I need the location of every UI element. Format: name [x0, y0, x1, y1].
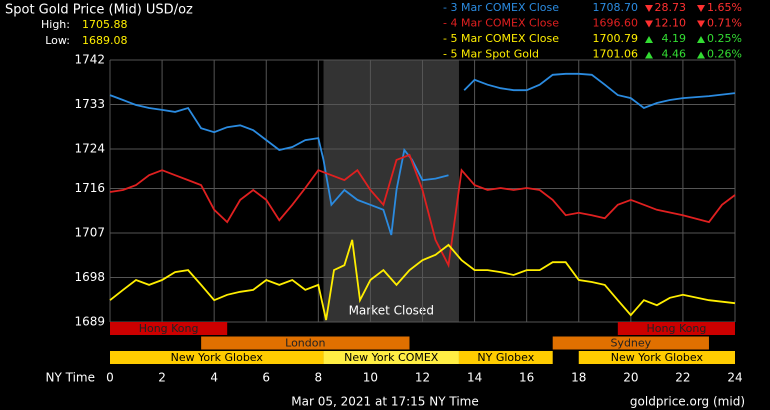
legend-name: - 5 Mar Spot Gold: [443, 48, 539, 61]
x-tick-label: 0: [106, 371, 114, 385]
change-arrow: [697, 36, 705, 43]
legend-name: - 3 Mar COMEX Close: [443, 1, 559, 14]
change-arrow: [645, 51, 653, 59]
session-label: Hong Kong: [139, 322, 199, 335]
session-bar: [617, 322, 735, 335]
low-value: 1689.08: [82, 34, 128, 47]
legend-price: 1701.06: [593, 48, 639, 61]
legend-name: - 5 Mar COMEX Close: [443, 32, 559, 45]
footer: Mar 05, 2021 at 17:15 NY Time: [291, 395, 478, 409]
session-bar: [552, 336, 709, 350]
legend-change: 28.73: [655, 1, 687, 14]
session-bar: [201, 336, 410, 350]
x-tick-label: 14: [467, 371, 482, 385]
session-label: London: [285, 337, 325, 350]
session-bar: [578, 351, 735, 364]
low-label: Low:: [45, 34, 70, 47]
session-label: Hong Kong: [647, 322, 707, 335]
session-bar: [323, 351, 459, 364]
x-tick-label: 16: [519, 371, 534, 385]
session-label: NY Globex: [477, 351, 534, 364]
price-line: [109, 153, 736, 269]
session-label: New York COMEX: [344, 351, 439, 364]
x-tick-label: 18: [571, 371, 586, 385]
session-label: New York Globex: [611, 351, 704, 364]
legend-price: 1696.60: [593, 17, 639, 30]
x-tick-label: 12: [415, 371, 430, 385]
x-tick-label: 8: [315, 371, 323, 385]
x-tick-label: 24: [727, 371, 742, 385]
price-line: [109, 72, 736, 236]
session-label: Sydney: [610, 337, 651, 350]
y-tick-label: 1733: [74, 97, 105, 111]
x-axis-title: NY Time: [46, 371, 96, 385]
legend-pct: 0.71%: [707, 17, 742, 30]
y-tick-label: 1716: [74, 181, 105, 195]
x-tick-label: 2: [158, 371, 166, 385]
change-arrow: [697, 5, 705, 12]
change-arrow: [697, 20, 705, 28]
x-tick-label: 6: [262, 371, 270, 385]
closed-label: Market Closed: [349, 304, 434, 318]
legend-change: 4.46: [662, 48, 687, 61]
session-label: New York Globex: [171, 351, 264, 364]
legend-name: - 4 Mar COMEX Close: [443, 17, 559, 30]
change-arrow: [697, 51, 705, 59]
change-arrow: [645, 36, 653, 43]
high-label: High:: [41, 18, 70, 31]
change-arrow: [645, 20, 653, 28]
x-tick-label: 4: [210, 371, 218, 385]
session-bar: [110, 322, 228, 335]
price-line: [109, 239, 736, 321]
session-bar: [110, 351, 324, 364]
x-tick-label: 20: [623, 371, 638, 385]
legend-change: 4.19: [662, 32, 687, 45]
session-bar: [458, 351, 553, 364]
legend-change: 12.10: [655, 17, 687, 30]
source: goldprice.org (mid): [630, 395, 745, 409]
legend-price: 1700.79: [593, 32, 639, 45]
chart-title: Spot Gold Price (Mid) USD/oz: [5, 3, 193, 18]
legend-pct: 0.26%: [707, 48, 742, 61]
high-value: 1705.88: [82, 18, 128, 31]
change-arrow: [645, 5, 653, 12]
x-tick-label: 10: [363, 371, 378, 385]
legend-pct: 1.65%: [707, 1, 742, 14]
y-tick-label: 1742: [74, 53, 105, 67]
y-tick-label: 1707: [74, 226, 105, 240]
y-tick-label: 1689: [74, 315, 105, 329]
legend-price: 1708.70: [593, 1, 639, 14]
x-tick-label: 22: [675, 371, 690, 385]
legend-pct: 0.25%: [707, 32, 742, 45]
y-tick-label: 1724: [74, 141, 105, 155]
y-tick-label: 1698: [74, 270, 105, 284]
